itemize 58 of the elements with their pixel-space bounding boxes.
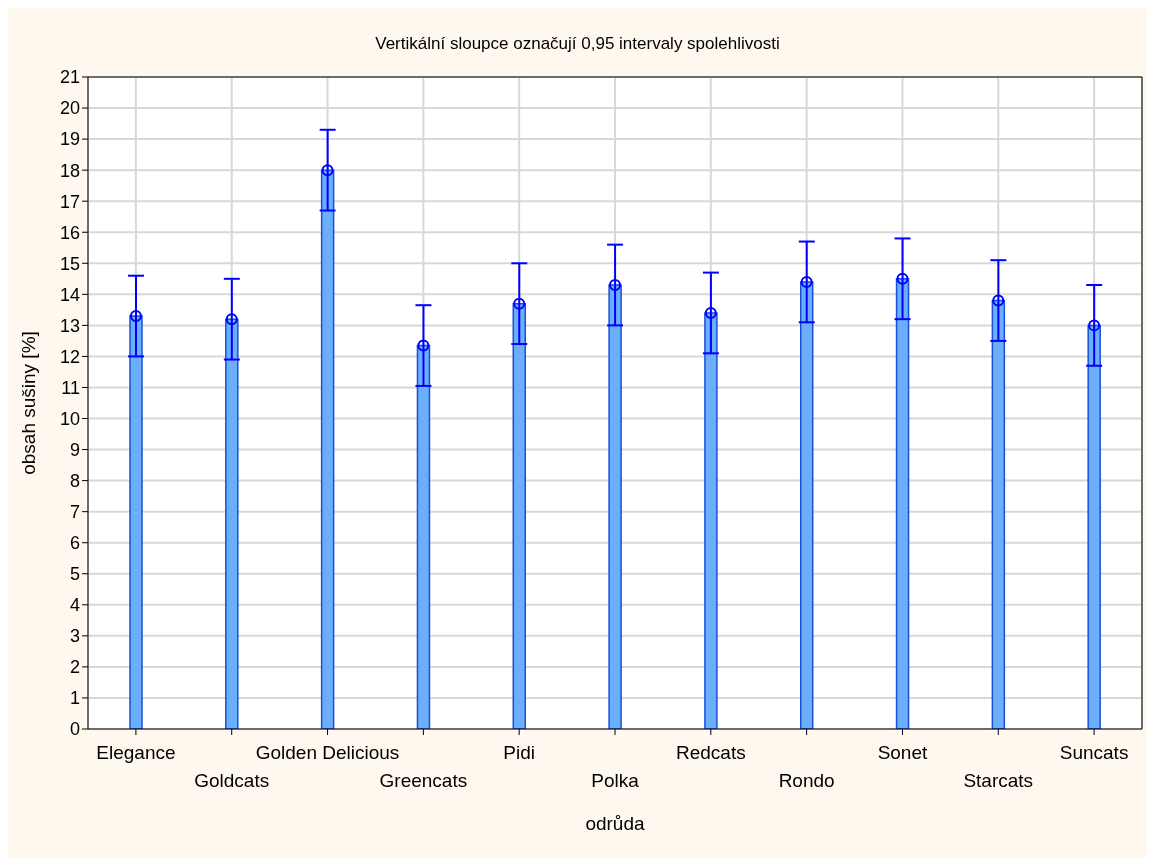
- y-tick-label: 19: [59, 129, 80, 150]
- bar: [320, 169, 335, 729]
- y-tick-label: 17: [59, 191, 80, 212]
- y-axis-title: obsah sušiny [%]: [17, 331, 39, 475]
- point: [704, 306, 717, 319]
- x-tick-label: Sonet: [877, 742, 928, 763]
- y-tick-label: 7: [69, 502, 80, 523]
- point: [896, 272, 909, 285]
- x-tick-label: Golden Delicious: [255, 742, 400, 763]
- y-tick-label: 13: [59, 315, 80, 336]
- bar: [608, 284, 622, 729]
- y-tick-label: 3: [69, 626, 80, 647]
- point: [800, 275, 813, 288]
- x-axis-title: odrůda: [585, 813, 646, 834]
- y-tick-label: 11: [61, 377, 80, 398]
- point: [225, 313, 238, 326]
- y-tick-label: 14: [59, 284, 80, 305]
- x-tick-label: Pidi: [503, 742, 536, 763]
- x-tick-label: Goldcats: [194, 770, 270, 791]
- point: [992, 294, 1005, 307]
- y-tick-label: 16: [59, 222, 80, 243]
- x-tick-label: Rondo: [778, 770, 835, 791]
- y-tick-label: 15: [59, 253, 80, 274]
- x-tick-label: Starcats: [963, 770, 1034, 791]
- y-tick-label: 18: [59, 160, 80, 181]
- x-tick-label: Suncats: [1059, 742, 1129, 763]
- point: [321, 164, 334, 177]
- y-tick-label: 6: [69, 533, 80, 554]
- bar: [799, 281, 814, 729]
- bar: [129, 315, 143, 729]
- bar: [895, 278, 910, 729]
- y-tick-label: 0: [69, 719, 80, 740]
- chart-title: Vertikální sloupce označují 0,95 intervaly spolehlivosti: [374, 33, 781, 55]
- bar: [1087, 324, 1101, 729]
- y-tick-label: 5: [69, 564, 80, 585]
- point: [609, 279, 621, 292]
- y-tick-label: 20: [59, 98, 80, 119]
- y-tick-label: 12: [59, 346, 80, 367]
- point: [417, 339, 430, 352]
- y-tick-label: 21: [59, 67, 80, 88]
- y-tick-label: 2: [69, 657, 80, 678]
- point: [129, 310, 142, 323]
- y-tick-label: 10: [59, 408, 80, 429]
- bar: [704, 312, 718, 729]
- x-tick-label: Greencats: [379, 770, 468, 791]
- bar: [225, 318, 239, 729]
- x-tick-label: Redcats: [675, 742, 746, 763]
- point: [513, 297, 526, 310]
- bar: [416, 344, 431, 729]
- point: [1088, 319, 1101, 332]
- bar: [991, 299, 1006, 729]
- bar: [512, 302, 527, 729]
- y-tick-label: 4: [69, 595, 80, 616]
- y-tick-label: 8: [69, 471, 80, 492]
- y-tick-label: 1: [69, 688, 80, 709]
- x-tick-label: Polka: [591, 770, 640, 791]
- y-tick-label: 9: [69, 439, 80, 460]
- x-tick-label: Elegance: [96, 742, 176, 763]
